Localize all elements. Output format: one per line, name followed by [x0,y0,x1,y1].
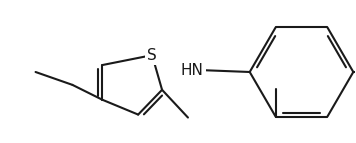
Text: S: S [147,48,157,63]
Text: HN: HN [180,62,203,78]
